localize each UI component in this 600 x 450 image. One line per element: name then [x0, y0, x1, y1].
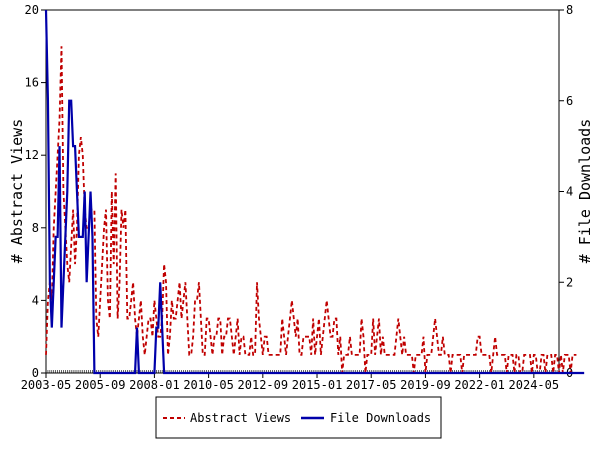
right-y-axis-label: # File Downloads: [576, 119, 594, 264]
legend: Abstract Views File Downloads: [155, 396, 442, 439]
right-y-tick-label: 4: [566, 185, 573, 199]
right-y-tick-label: 8: [566, 3, 573, 17]
plot-area: [45, 9, 560, 374]
x-tick-label: 2015-01: [292, 378, 343, 392]
x-tick-label: 2012-09: [238, 378, 289, 392]
series-line-file-downloads: [44, 9, 585, 375]
series-line-abstract-views: [45, 46, 577, 374]
left-y-tick-label: 4: [32, 293, 39, 307]
x-tick-label: 2024-05: [509, 378, 560, 392]
left-y-tick-label: 0: [32, 366, 39, 380]
right-y-tick-label: 6: [566, 94, 573, 108]
left-y-tick-label: 12: [25, 148, 39, 162]
legend-box: [155, 396, 442, 439]
x-axis: 2003-05 2005-09 2008-01 2010-05 2012-09 2015-…: [21, 370, 560, 392]
x-minor-ticks: [45, 370, 560, 373]
x-tick-label: 2017-05: [346, 378, 397, 392]
x-tick-label: 2003-05: [21, 378, 72, 392]
x-tick-label: 2010-05: [183, 378, 234, 392]
right-y-tick-label: 2: [566, 275, 573, 289]
left-y-axis: 0 4 8 12 16 20: [25, 3, 46, 380]
series-layer: [44, 9, 585, 375]
left-y-axis-label: # Abstract Views: [8, 119, 26, 264]
x-tick-label: 2008-01: [129, 378, 180, 392]
legend-label-file-downloads: File Downloads: [330, 411, 431, 425]
legend-label-abstract-views: Abstract Views: [190, 411, 291, 425]
x-tick-label: 2019-09: [400, 378, 451, 392]
x-tick-label: 2005-09: [75, 378, 126, 392]
left-y-tick-label: 20: [25, 3, 39, 17]
left-y-tick-label: 8: [32, 221, 39, 235]
x-tick-label: 2022-01: [454, 378, 505, 392]
left-y-tick-label: 16: [25, 76, 39, 90]
